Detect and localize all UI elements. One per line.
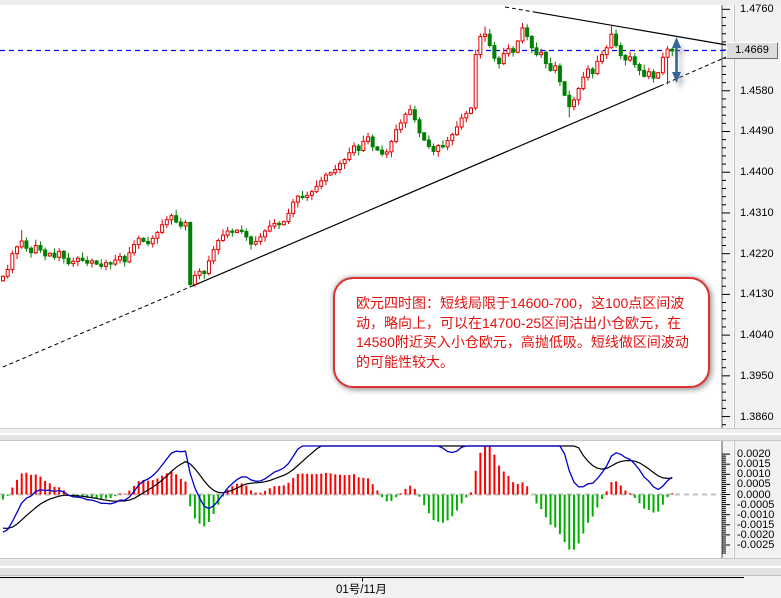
- price-axis-label: 1.3950: [740, 369, 774, 382]
- price-axis-label: 1.3860: [740, 410, 774, 423]
- indicator-axis-label: -0.0015: [737, 518, 775, 531]
- resistance-trendline[interactable]: [504, 6, 757, 51]
- macd-indicator-canvas[interactable]: [0, 441, 722, 558]
- indicator-axis-label: 0.0020: [737, 448, 771, 461]
- price-axis[interactable]: [722, 5, 781, 428]
- price-axis-label: 1.4400: [740, 166, 774, 179]
- panel-splitter-bottom[interactable]: [0, 558, 781, 576]
- indicator-axis-label: -0.0010: [737, 508, 775, 521]
- analyst-annotation-box[interactable]: 欧元四时图：短线局限于14600-700，这100点区间波动，略向上，可以在14…: [333, 277, 710, 388]
- price-axis-label: 1.4040: [740, 329, 774, 342]
- price-axis-label: 1.4220: [740, 247, 774, 260]
- macd-signal-line: [2, 445, 673, 530]
- price-axis-label: 1.4580: [740, 84, 774, 97]
- indicator-axis-label: -0.0025: [737, 539, 775, 551]
- price-axis-label: 1.4760: [740, 3, 774, 16]
- annotation-text: 欧元四时图：短线局限于14600-700，这100点区间波动，略向上，可以在14…: [356, 295, 689, 370]
- macd-main-line: [2, 445, 673, 533]
- indicator-axis-label: -0.0005: [737, 498, 775, 511]
- panel-splitter-top[interactable]: [0, 428, 781, 441]
- range-arrow-shadow: [676, 43, 685, 89]
- indicator-axis-label: 0.0010: [737, 468, 771, 481]
- indicator-axis-label: 0.0015: [737, 458, 771, 471]
- time-axis-label: 01号/11月: [336, 584, 387, 596]
- price-axis-label: 1.4130: [740, 288, 774, 301]
- indicator-axis[interactable]: [722, 441, 781, 558]
- indicator-axis-label: -0.0020: [737, 528, 775, 541]
- range-arrow-object[interactable]: [672, 37, 681, 83]
- price-axis-label: 1.4310: [740, 206, 774, 219]
- macd-histogram: [2, 446, 674, 550]
- current-price-badge: 1.4669: [726, 42, 778, 59]
- indicator-axis-label: 0.0005: [737, 478, 771, 491]
- indicator-axis-label: 0.0000: [737, 488, 771, 501]
- price-axis-label: 1.4490: [740, 125, 774, 138]
- candlestick-series: [1, 22, 675, 287]
- time-axis-strip[interactable]: [0, 576, 781, 598]
